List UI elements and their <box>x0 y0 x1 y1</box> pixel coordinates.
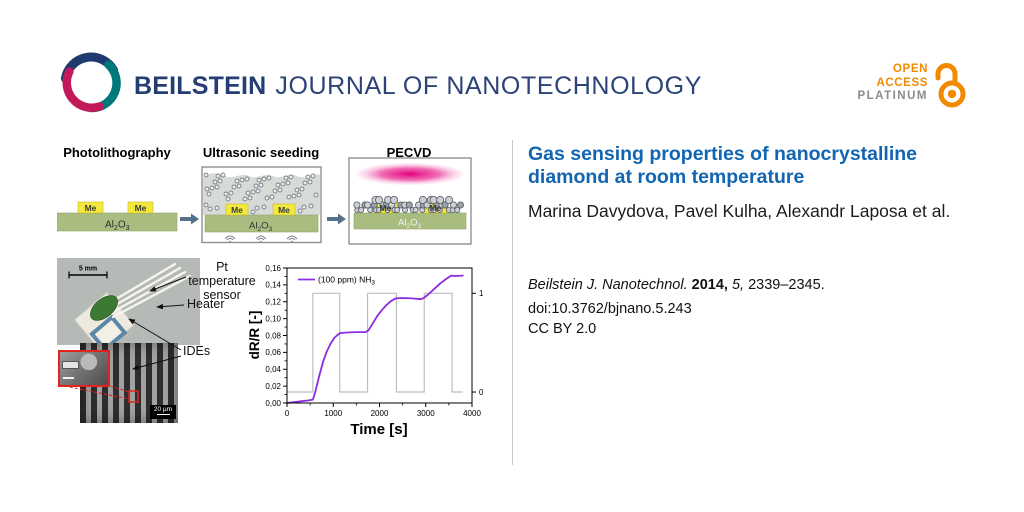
plasma-glow <box>356 163 464 185</box>
photo-scale-bar: 5 mm <box>68 266 108 279</box>
svg-text:0,12: 0,12 <box>265 298 281 307</box>
panel-ultrasonic-seeding: Me Me Al2O3 <box>201 166 322 244</box>
process-arrow-icon <box>327 213 346 225</box>
axis-ticks: 0 1000 2000 3000 4000 0,00 0,02 0,04 0,06 0,08 0,1… <box>265 264 484 418</box>
process-arrow-icon <box>180 213 199 225</box>
open-access-line2: ACCESS <box>876 76 928 89</box>
article-authors: Marina Davydova, Pavel Kulha, Alexandr L… <box>528 201 951 221</box>
svg-text:0,10: 0,10 <box>265 314 281 323</box>
open-access-line1: OPEN <box>893 63 928 75</box>
brand-journal: JOURNAL OF NANOTECHNOLOGY <box>275 72 702 100</box>
electrode-label: Me <box>231 205 243 215</box>
svg-text:4000: 4000 <box>463 409 481 418</box>
svg-text:0,16: 0,16 <box>265 264 281 273</box>
substrate-formula: Al2O3 <box>398 218 421 230</box>
y-axis-label: dR/R [-] <box>248 311 262 360</box>
svg-text:0,14: 0,14 <box>265 281 281 290</box>
diamond-nanoparticles <box>353 196 465 214</box>
step-label-photolithography: Photolithography <box>63 145 171 160</box>
svg-text:0,02: 0,02 <box>265 382 281 391</box>
svg-text:3000: 3000 <box>417 409 435 418</box>
svg-text:0: 0 <box>285 409 290 418</box>
sensor-photo: 5 mm <box>57 258 200 345</box>
electrode-label: Me <box>135 203 147 213</box>
svg-text:2000: 2000 <box>371 409 389 418</box>
label-pt-temperature-sensor: Pt temperature sensor <box>188 260 256 302</box>
electrode <box>225 203 249 216</box>
svg-text:1: 1 <box>479 289 484 298</box>
contact-epoxy <box>90 295 118 321</box>
swirl-arc-crimson <box>62 67 104 112</box>
electrode-label: Me <box>85 203 97 213</box>
swirl-arc-teal <box>86 60 121 113</box>
article-license: CC BY 2.0 <box>528 321 597 337</box>
inset-label-box <box>62 361 79 369</box>
seed-particles <box>203 172 319 215</box>
citation-year: 2014, <box>691 277 728 293</box>
electrode <box>127 201 154 214</box>
x-axis-label: Time [s] <box>350 421 407 438</box>
svg-text:1000: 1000 <box>324 409 342 418</box>
substrate-bar <box>57 212 178 232</box>
svg-text:0,00: 0,00 <box>265 399 281 408</box>
response-chart: 0 1000 2000 3000 4000 0,00 0,02 0,04 0,06 0,08 0,1… <box>248 264 484 438</box>
panel-pecvd: Me Me Al2O3 <box>348 157 472 245</box>
open-lock-icon <box>935 63 966 108</box>
electrode-label: Me <box>430 203 442 213</box>
journal-wordmark: BEILSTEIN JOURNAL OF NANOTECHNOLOGY <box>134 72 702 101</box>
gas-pulse-trace <box>287 292 463 393</box>
label-heater: Heater <box>187 297 225 311</box>
electrode-label: Me <box>278 205 290 215</box>
open-access-text: OPEN ACCESS PLATINUM <box>800 63 928 104</box>
step-label-pecvd: PECVD <box>386 145 432 160</box>
substrate-formula: Al2O3 <box>105 220 130 233</box>
citation-volume: 5, <box>731 277 745 293</box>
article-title: Gas sensing properties of nanocrystallin… <box>528 143 918 189</box>
label-ides: IDEs <box>183 344 211 358</box>
article-citation: Beilstein J. Nanotechnol. 2014, 5, 2339–… <box>528 277 988 293</box>
inset-scale-bar <box>63 377 74 379</box>
citation-journal: Beilstein J. Nanotechnol. <box>528 277 688 293</box>
electrode <box>77 201 104 214</box>
substrate-bar <box>353 212 467 230</box>
legend-label: (100 ppm) NH3 <box>318 275 375 287</box>
citation-pages: 2339–2345. <box>748 277 825 293</box>
svg-text:0: 0 <box>479 388 484 397</box>
sem-scale-bar: 20 μm <box>150 405 176 419</box>
substrate-bar <box>204 214 319 233</box>
chart-legend: (100 ppm) NH3 <box>298 275 375 287</box>
plot-frame <box>286 267 473 404</box>
step-label-ultrasonic-seeding: Ultrasonic seeding <box>202 145 320 160</box>
response-curve <box>286 274 464 404</box>
sem-inset-zoom <box>58 350 110 387</box>
beilstein-swirl-logo <box>60 52 121 113</box>
svg-text:0,06: 0,06 <box>265 348 281 357</box>
svg-text:5 mm: 5 mm <box>79 266 97 273</box>
substrate-formula: Al2O3 <box>249 221 272 233</box>
svg-text:0,04: 0,04 <box>265 365 281 374</box>
electrode-label: Me <box>380 203 392 213</box>
open-access-line3: PLATINUM <box>857 90 928 103</box>
panel-photolithography: Me Me Al2O3 <box>57 201 178 233</box>
vertical-divider <box>512 140 513 465</box>
article-doi: doi:10.3762/bjnano.5.243 <box>528 301 692 317</box>
ultrasound-wave-icons <box>224 235 298 243</box>
brand-name: BEILSTEIN <box>134 72 267 100</box>
svg-text:0,08: 0,08 <box>265 331 281 340</box>
electrode <box>272 203 296 216</box>
